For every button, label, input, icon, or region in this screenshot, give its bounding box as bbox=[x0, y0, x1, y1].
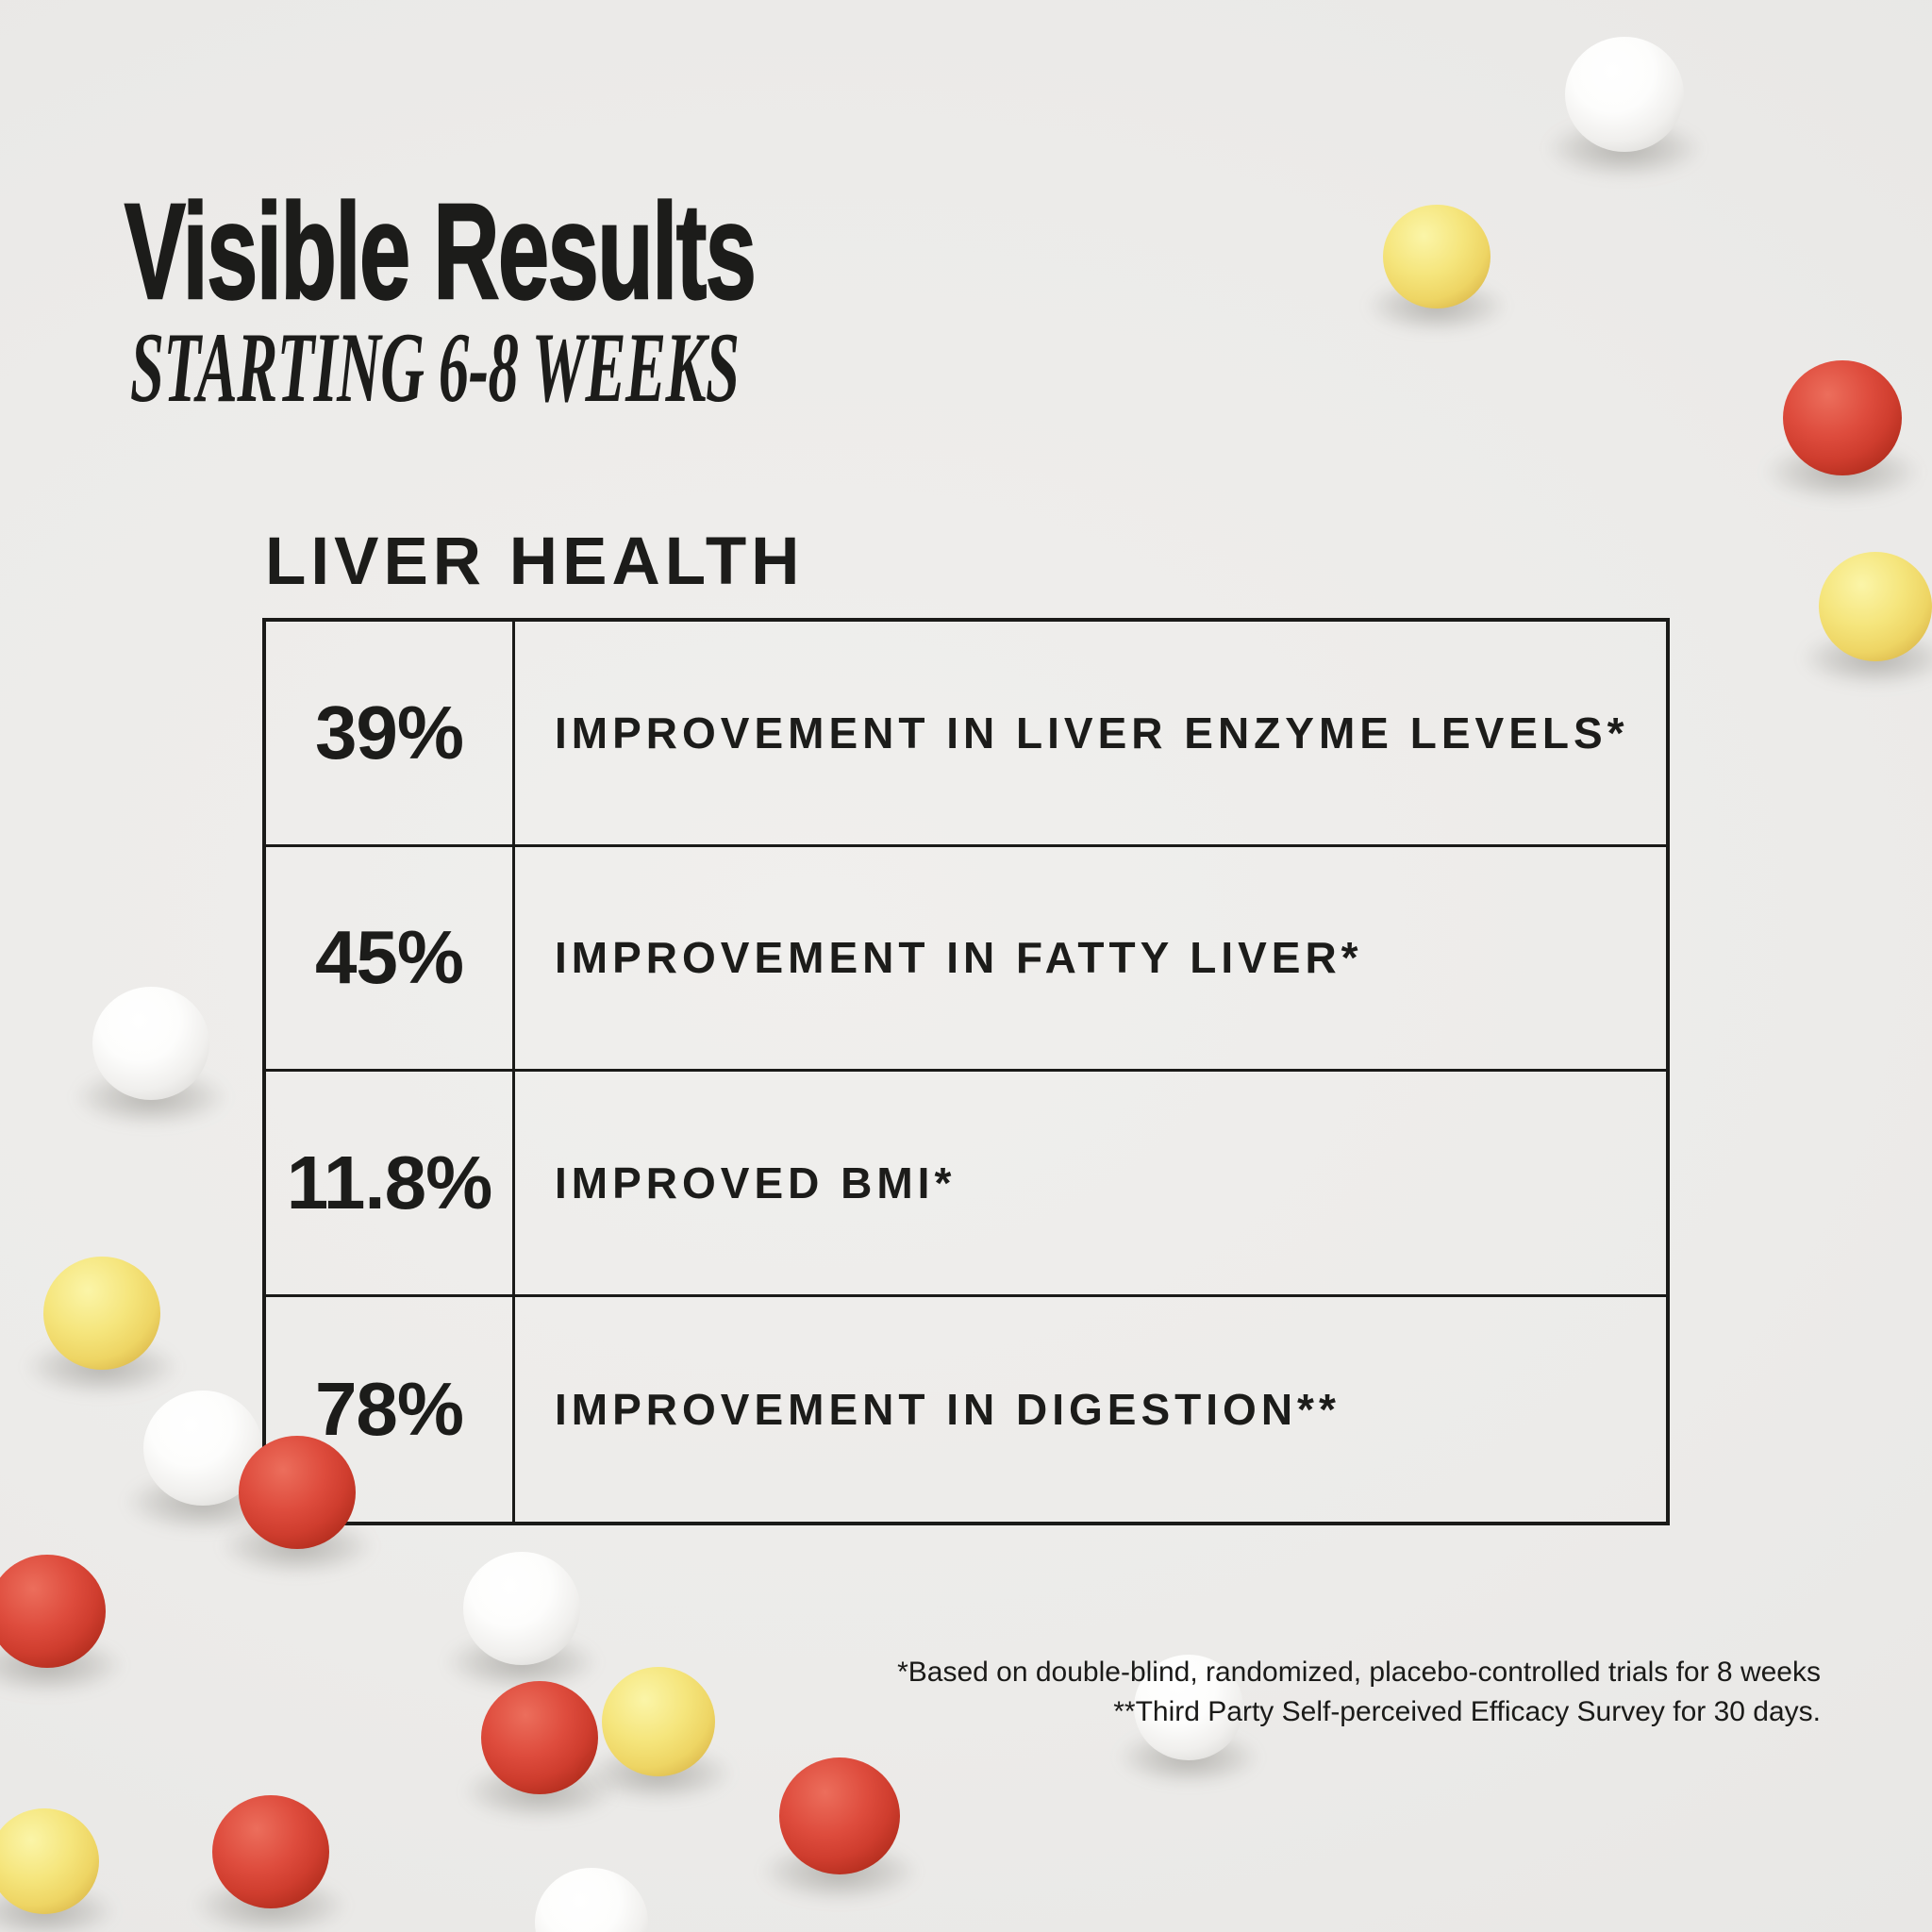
ball-shadow bbox=[194, 1876, 347, 1932]
ball-shadow bbox=[1366, 278, 1507, 333]
page-title-text: Visible Results bbox=[124, 175, 758, 327]
ball-shadow bbox=[25, 1338, 178, 1397]
footnote-line-2: **Third Party Self-perceived Efficacy Su… bbox=[1113, 1696, 1821, 1727]
stat-label: IMPROVEMENT IN DIGESTION** bbox=[555, 1384, 1341, 1434]
ball-white bbox=[535, 1867, 648, 1932]
ball-yellow bbox=[43, 1256, 160, 1371]
ball-shadow bbox=[1802, 630, 1932, 688]
results-table: 39% IMPROVEMENT IN LIVER ENZYME LEVELS* 45… bbox=[262, 618, 1670, 1525]
ball-shadow bbox=[1117, 1730, 1260, 1786]
ball-red bbox=[212, 1794, 329, 1909]
table-row: 78% IMPROVEMENT IN DIGESTION** bbox=[266, 1296, 1666, 1522]
ball-yellow bbox=[602, 1666, 715, 1777]
ball-white bbox=[1565, 36, 1684, 153]
ball-red bbox=[481, 1680, 598, 1795]
ball-shadow bbox=[463, 1762, 616, 1822]
ball-yellow bbox=[1819, 551, 1932, 662]
ball-shadow bbox=[1765, 442, 1920, 503]
ball-shadow bbox=[760, 1840, 919, 1902]
ball-yellow bbox=[1383, 204, 1491, 309]
stat-value: 39% bbox=[266, 622, 515, 844]
ball-white bbox=[143, 1390, 262, 1507]
ball-shadow bbox=[221, 1517, 374, 1576]
footnotes: *Based on double-blind, randomized, plac… bbox=[897, 1653, 1821, 1732]
table-row: 45% IMPROVEMENT IN FATTY LIVER* bbox=[266, 846, 1666, 1072]
ball-red bbox=[0, 1554, 106, 1669]
page-subtitle-text: STARTING 6-8 WEEKS bbox=[130, 312, 740, 423]
ball-red bbox=[1783, 359, 1902, 476]
page-subtitle: STARTING 6-8 WEEKS bbox=[130, 318, 1128, 418]
ball-shadow bbox=[1547, 119, 1702, 179]
stat-value: 78% bbox=[266, 1296, 515, 1522]
ball-shadow bbox=[445, 1633, 598, 1692]
ball-white bbox=[463, 1551, 580, 1666]
ball-white bbox=[92, 986, 209, 1101]
stat-label: IMPROVEMENT IN LIVER ENZYME LEVELS* bbox=[555, 708, 1629, 758]
stat-value: 11.8% bbox=[266, 1072, 515, 1294]
ball-shadow bbox=[125, 1473, 280, 1533]
ball-red bbox=[779, 1757, 900, 1875]
ball-yellow bbox=[0, 1807, 99, 1915]
ball-shadow bbox=[585, 1745, 732, 1803]
ball-shadow bbox=[0, 1884, 116, 1932]
stat-label: IMPROVEMENT IN FATTY LIVER* bbox=[555, 933, 1363, 983]
table-row: 11.8% IMPROVED BMI* bbox=[266, 1072, 1666, 1297]
stat-value: 45% bbox=[266, 846, 515, 1069]
stat-label: IMPROVED BMI* bbox=[555, 1158, 957, 1208]
ball-shadow bbox=[0, 1636, 124, 1695]
ball-shadow bbox=[75, 1068, 227, 1127]
footnote-line-1: *Based on double-blind, randomized, plac… bbox=[897, 1657, 1821, 1688]
section-label: LIVER HEALTH bbox=[265, 525, 805, 599]
page-title: Visible Results bbox=[124, 175, 1060, 327]
table-row: 39% IMPROVEMENT IN LIVER ENZYME LEVELS* bbox=[266, 622, 1666, 847]
